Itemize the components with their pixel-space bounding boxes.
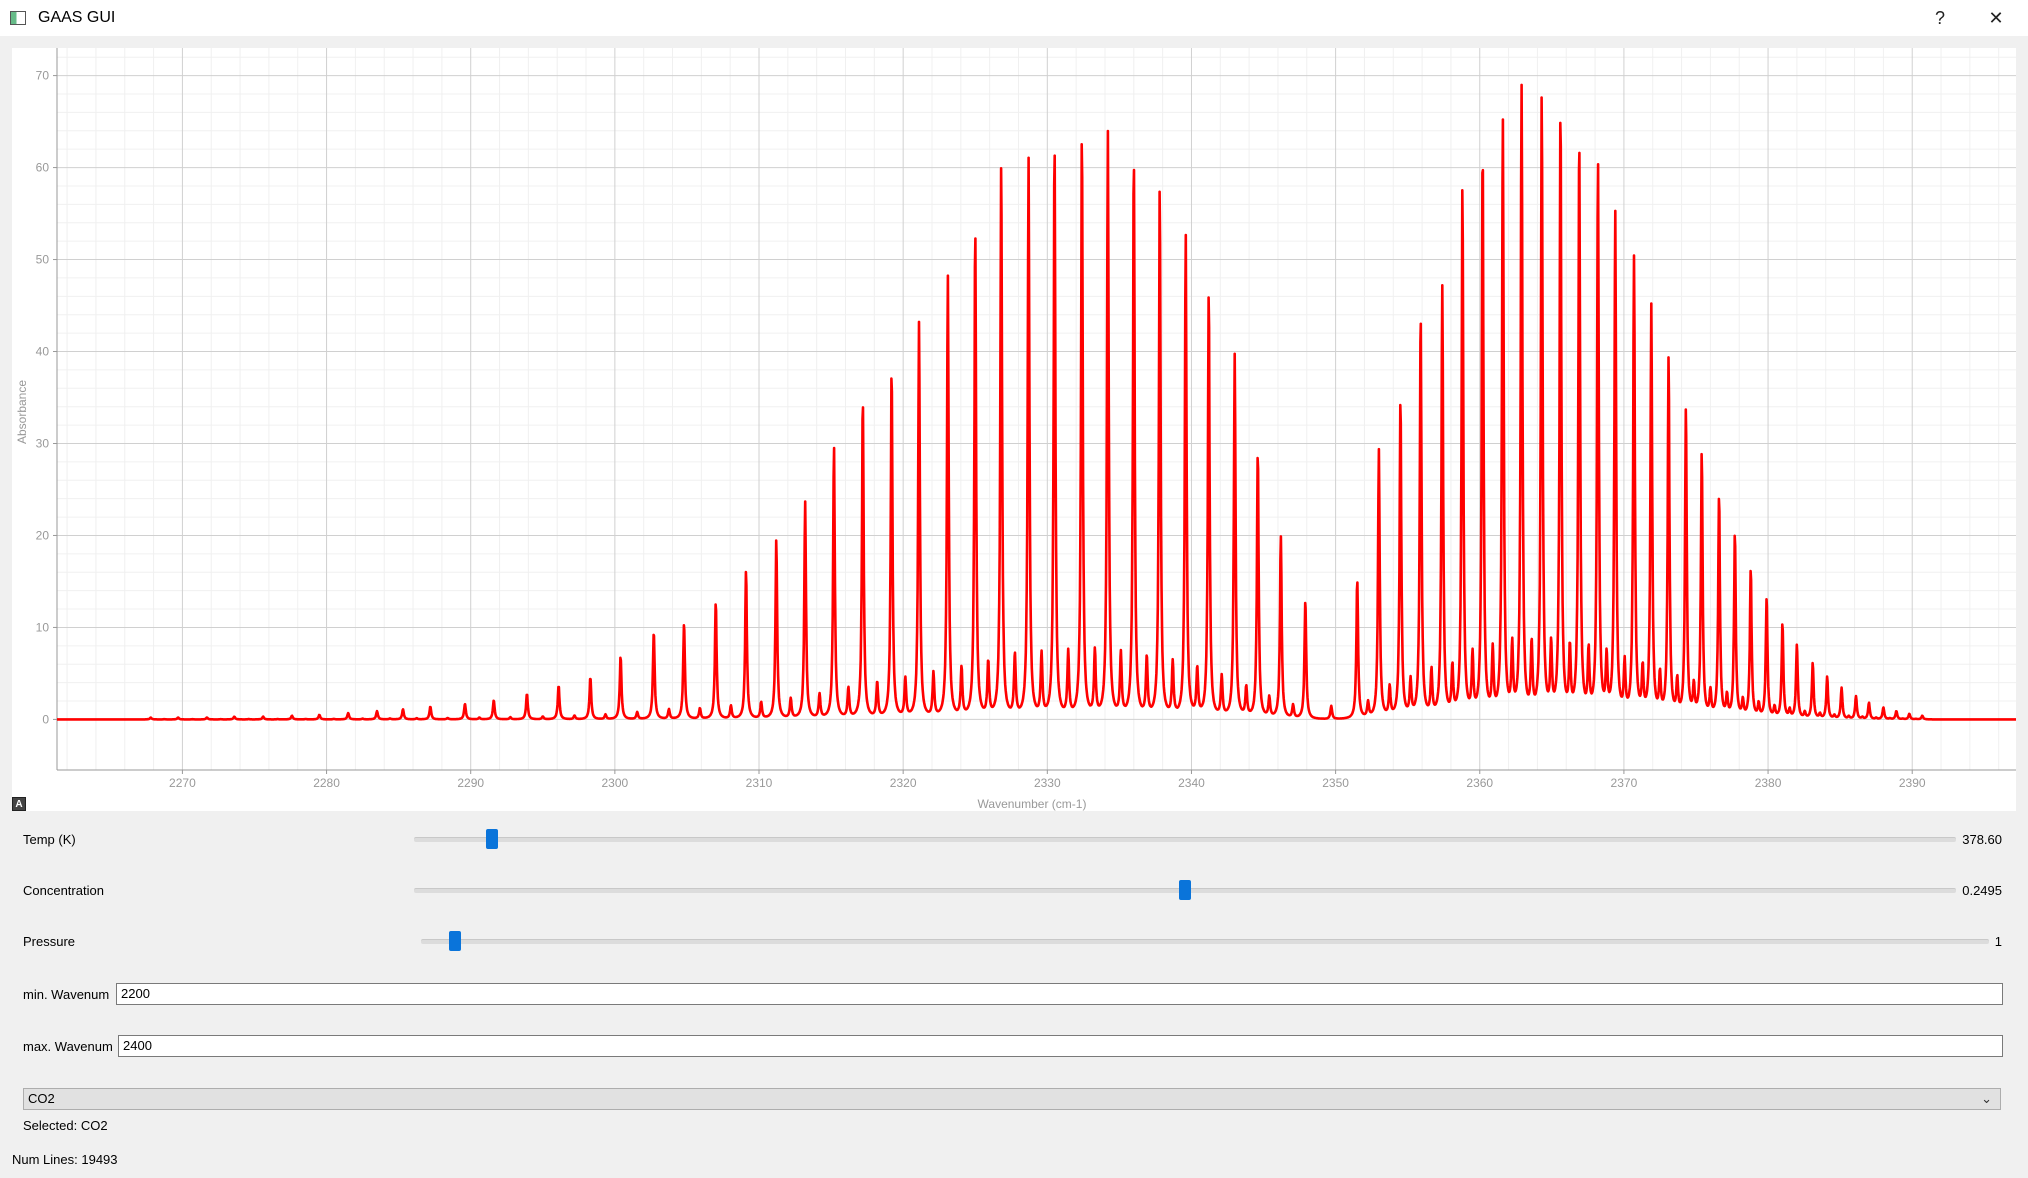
y-tick-label: 70 [36,69,50,83]
selected-molecule-text: Selected: CO2 [23,1118,108,1133]
max-wavenum-label: max. Wavenum [23,1039,113,1054]
x-tick-label: 2310 [746,776,773,790]
min-wavenum-input[interactable]: 2200 [116,983,2003,1005]
auto-range-button[interactable]: A [12,797,26,811]
molecule-select[interactable]: CO2 ⌄ [23,1088,2001,1110]
spectrum-line [56,83,2017,721]
y-tick-label: 30 [36,436,50,450]
concentration-slider-handle[interactable] [1179,880,1191,900]
x-tick-label: 2350 [1322,776,1349,790]
x-tick-label: 2370 [1611,776,1638,790]
concentration-value: 0.2495 [1962,883,2002,898]
app-icon [10,11,26,25]
x-tick-label: 2340 [1178,776,1205,790]
close-button[interactable]: ✕ [1988,7,2004,28]
pressure-slider-handle[interactable] [449,931,461,951]
pressure-label: Pressure [23,934,76,949]
absorbance-chart[interactable]: 2270 2280 2290 2300 2310 2320 2330 2340 2350 2360… [12,48,2017,811]
temp-slider-handle[interactable] [486,829,498,849]
molecule-select-value: CO2 [28,1091,55,1106]
pressure-value: 1 [1994,934,2002,949]
x-tick-label: 2360 [1466,776,1493,790]
x-tick-label: 2390 [1899,776,1926,790]
window-title: GAAS GUI [38,9,116,26]
x-tick-label: 2320 [890,776,917,790]
y-tick-label: 10 [36,620,50,634]
y-tick-label: 0 [42,712,49,726]
x-tick-label: 2290 [457,776,484,790]
x-tick-label: 2330 [1034,776,1061,790]
y-tick-label: 50 [36,253,50,267]
x-tick-label: 2380 [1755,776,1782,790]
plot-area[interactable]: 2270 2280 2290 2300 2310 2320 2330 2340 2350 2360… [12,48,2017,811]
temp-slider-track[interactable] [414,837,1956,842]
x-tick-label: 2300 [602,776,629,790]
y-axis-label: Absorbance [15,380,29,444]
chevron-down-icon: ⌄ [1981,1091,1992,1106]
min-wavenum-label: min. Wavenum [23,987,110,1002]
num-lines-text: Num Lines: 19493 [12,1152,118,1167]
x-axis-label: Wavenumber (cm-1) [978,797,1087,811]
x-tick-label: 2270 [169,776,196,790]
y-tick-label: 20 [36,528,50,542]
title-bar: GAAS GUI ? ✕ [0,0,2028,36]
temp-value: 378.60 [1962,832,2002,847]
y-tick-label: 60 [36,161,50,175]
max-wavenum-input[interactable]: 2400 [118,1035,2003,1057]
major-grid [57,48,2016,770]
concentration-label: Concentration [23,883,104,898]
help-button[interactable]: ? [1934,7,1945,28]
temp-label: Temp (K) [23,832,76,847]
pressure-slider-track[interactable] [421,939,1989,944]
x-tick-label: 2280 [313,776,340,790]
y-tick-label: 40 [36,345,50,359]
